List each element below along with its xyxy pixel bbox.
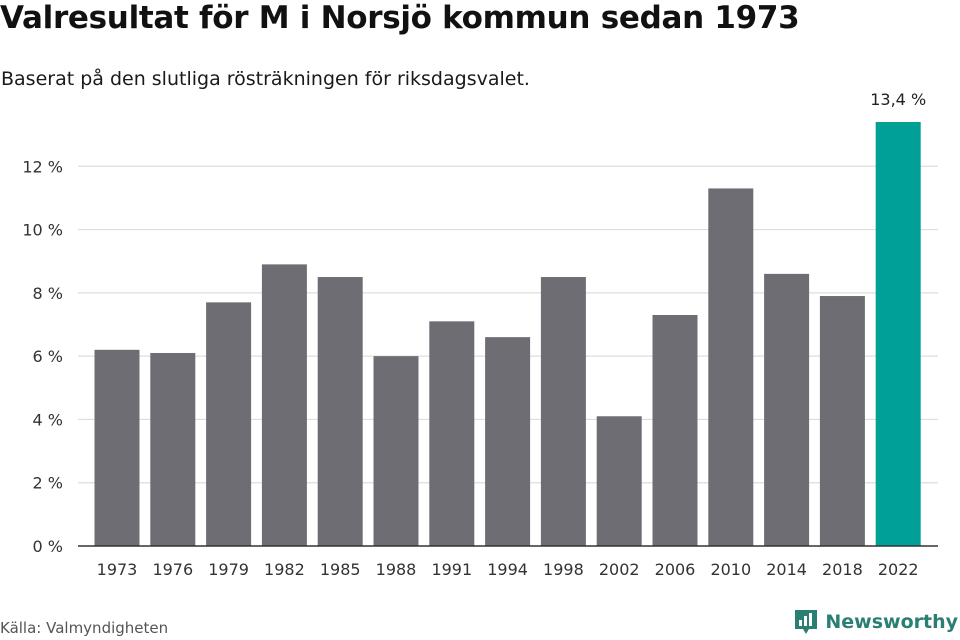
bar-1985 <box>317 277 363 546</box>
x-tick-label: 1973 <box>97 560 138 579</box>
x-tick-label: 1998 <box>543 560 584 579</box>
bar-1994 <box>485 337 531 546</box>
y-tick-label: 4 % <box>33 410 63 429</box>
brand-logo[interactable]: Newsworthy <box>793 608 958 636</box>
bar-1998 <box>540 277 586 546</box>
chart-title: Valresultat för M i Norsjö kommun sedan … <box>0 0 800 36</box>
bar-1973 <box>94 349 140 546</box>
y-tick-label: 8 % <box>33 284 63 303</box>
x-tick-label: 1985 <box>320 560 361 579</box>
x-tick-label: 1979 <box>208 560 249 579</box>
newsworthy-logo-icon <box>795 610 818 634</box>
y-tick-label: 2 % <box>33 474 63 493</box>
bar-1991 <box>429 321 475 546</box>
x-tick-label: 2014 <box>766 560 807 579</box>
bar-2014 <box>764 273 810 546</box>
x-tick-label: 1976 <box>152 560 193 579</box>
y-tick-label: 6 % <box>33 347 63 366</box>
data-label: 13,4 % <box>870 90 926 109</box>
y-tick-label: 0 % <box>33 537 63 556</box>
chart-subtitle: Baserat på den slutliga rösträkningen fö… <box>1 68 530 90</box>
x-tick-label: 2022 <box>878 560 919 579</box>
bar-1976 <box>150 352 196 546</box>
x-tick-label: 2006 <box>655 560 696 579</box>
bar-2010 <box>708 188 754 546</box>
x-tick-label: 1994 <box>487 560 528 579</box>
bar-1979 <box>206 302 252 546</box>
bar-1988 <box>373 356 419 546</box>
bar-2022 <box>875 121 921 546</box>
bar-2006 <box>652 315 698 546</box>
bar-2002 <box>596 416 642 546</box>
y-tick-label: 10 % <box>22 221 63 240</box>
x-tick-label: 2002 <box>599 560 640 579</box>
x-tick-label: 1988 <box>376 560 417 579</box>
source-note: Källa: Valmyndigheten <box>0 619 169 637</box>
x-tick-label: 1982 <box>264 560 305 579</box>
y-tick-label: 12 % <box>22 157 63 176</box>
x-tick-label: 2018 <box>822 560 863 579</box>
x-tick-label: 1991 <box>431 560 472 579</box>
x-tick-label: 2010 <box>710 560 751 579</box>
bar-2018 <box>819 296 865 546</box>
bar-1982 <box>261 264 307 546</box>
brand-name: Newsworthy <box>825 611 958 633</box>
